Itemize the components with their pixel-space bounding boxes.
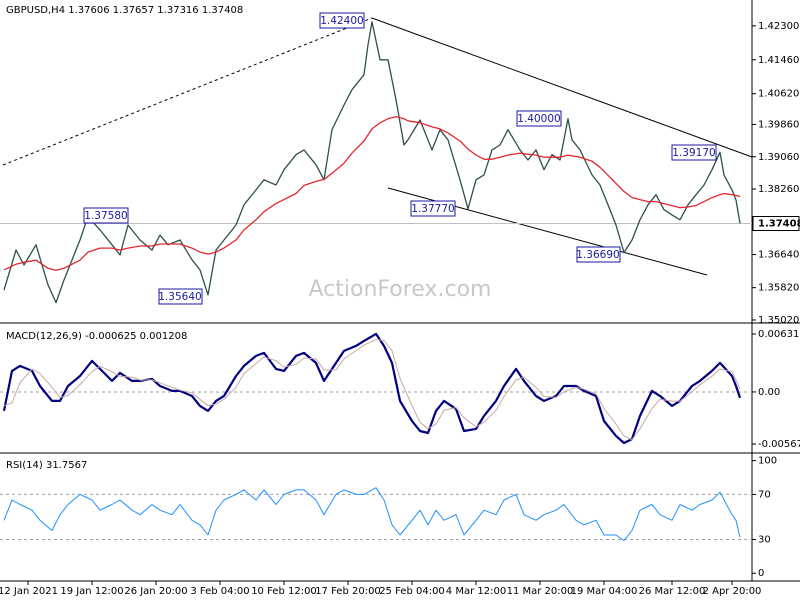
annotation-box [516, 110, 562, 127]
annotation: 1.42400 [320, 15, 363, 27]
annotation-box [410, 200, 456, 217]
annotation: 1.39170 [672, 147, 715, 159]
y-tick-label: 1.40620 [758, 89, 799, 100]
y-tick-label: 0.00 [758, 387, 780, 398]
series-line [3, 339, 741, 441]
trend-line [371, 17, 753, 158]
x-tick-label: 10 Feb 12:00 [251, 586, 317, 597]
series-line [3, 116, 741, 271]
annotation: 1.40000 [517, 113, 560, 125]
x-tick-label: 11 Mar 20:00 [507, 586, 574, 597]
series-line [3, 487, 741, 542]
annotation: 1.36690 [576, 249, 619, 261]
y-tick-label: 1.36640 [758, 250, 799, 261]
y-tick-label: 1.39860 [758, 119, 799, 130]
annotation-box [576, 246, 621, 263]
x-tick-label: 26 Jan 20:00 [124, 586, 187, 597]
pane-title: GBPUSD,H4 1.37606 1.37657 1.37316 1.3740… [6, 5, 243, 16]
annotation: 1.37770 [411, 203, 454, 215]
y-tick-label: 1.39060 [758, 152, 799, 163]
x-tick-label: 4 Mar 12:00 [446, 586, 506, 597]
x-tick-label: 2 Apr 20:00 [703, 586, 762, 597]
pane-title: RSI(14) 31.7567 [6, 460, 87, 471]
current-price-box [752, 216, 800, 232]
y-tick-label: 100 [758, 456, 777, 467]
pane-title: MACD(12,26,9) -0.000625 0.001208 [6, 331, 187, 342]
x-tick-label: 19 Mar 04:00 [571, 586, 638, 597]
annotation: 1.35640 [158, 291, 201, 303]
series-line [3, 21, 741, 304]
annotation-box [158, 288, 203, 305]
y-tick-label: 0.00631 [758, 329, 799, 340]
current-price-label: 1.37408 [758, 219, 800, 230]
annotations: 1.42400 1.37580 1.35640 1.40000 1.37770 … [83, 12, 717, 305]
y-tick-label: -0.005671 [758, 439, 800, 450]
y-tick-label: 0 [758, 568, 764, 579]
y-tick-label: 1.35820 [758, 283, 799, 294]
y-tick-label: 30 [758, 534, 771, 545]
annotation: 1.37580 [84, 210, 127, 222]
x-tick-label: 19 Jan 12:00 [60, 586, 123, 597]
x-tick-label: 26 Mar 12:00 [639, 586, 706, 597]
y-tick-label: 1.42300 [758, 21, 799, 32]
trend-line [2, 17, 373, 166]
x-tick-label: 17 Feb 20:00 [315, 586, 381, 597]
watermark: ActionForex.com [309, 277, 492, 302]
annotation-box [319, 12, 365, 29]
annotation-box [83, 207, 129, 224]
y-tick-label: 1.41460 [758, 55, 799, 66]
y-tick-label: 70 [758, 489, 771, 500]
x-tick-label: 3 Feb 04:00 [190, 586, 249, 597]
x-tick-label: 12 Jan 2021 [0, 586, 58, 597]
annotation-box [671, 144, 717, 161]
y-tick-label: 1.35020 [758, 315, 799, 326]
y-tick-label: 1.38260 [758, 184, 799, 195]
x-tick-label: 25 Feb 04:00 [379, 586, 445, 597]
